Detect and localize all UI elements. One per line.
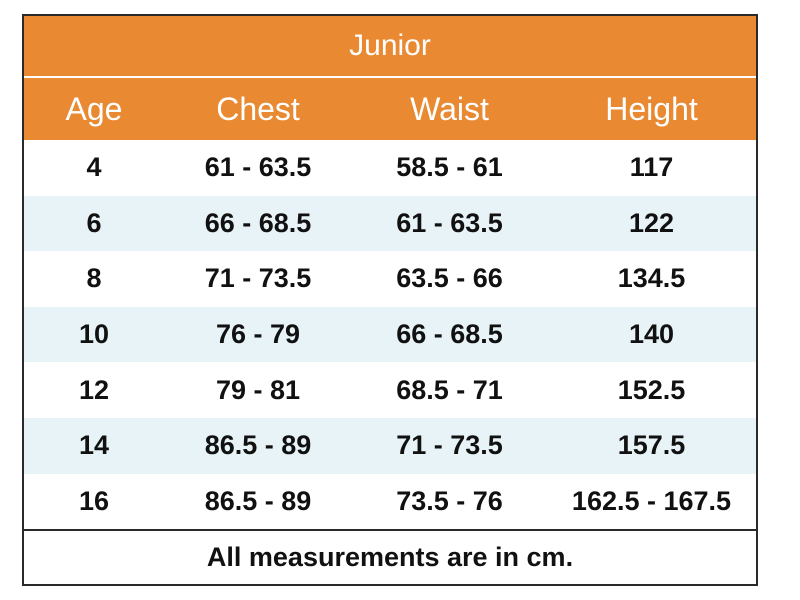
table-row: 14 86.5 - 89 71 - 73.5 157.5 [24,417,756,474]
cell-height: 134.5 [617,263,686,294]
cell-chest: 71 - 73.5 [204,263,312,294]
table-title: Junior [24,16,756,78]
table-row: 4 61 - 63.5 58.5 - 61 117 [24,140,756,196]
cell-chest: 61 - 63.5 [204,152,312,183]
cell-waist: 73.5 - 76 [396,485,503,516]
cell-height: 157.5 [617,430,686,461]
table-row: 10 76 - 79 66 - 68.5 140 [24,306,756,363]
cell-age: 12 [78,374,110,405]
cell-waist: 58.5 - 61 [396,152,503,183]
cell-waist: 68.5 - 71 [396,374,503,405]
cell-height: 140 [628,319,675,350]
cell-waist: 61 - 63.5 [396,207,503,238]
cell-chest: 66 - 68.5 [204,207,312,238]
cell-age: 16 [78,485,110,516]
header-age: Age [65,90,123,127]
cell-height: 117 [629,152,674,183]
table-row: 6 66 - 68.5 61 - 63.5 122 [24,195,756,252]
table-footnote: All measurements are in cm. [24,529,756,584]
cell-chest: 76 - 79 [215,319,301,350]
table-row: 16 86.5 - 89 73.5 - 76 162.5 - 167.5 [24,473,756,530]
table-row: 8 71 - 73.5 63.5 - 66 134.5 [24,251,756,307]
cell-age: 4 [86,152,102,183]
size-chart-table: Junior Age Chest Waist Height 4 61 - 63.… [22,14,758,586]
cell-age: 6 [86,207,102,238]
cell-chest: 86.5 - 89 [204,485,312,516]
table-header-row: Age Chest Waist Height [24,78,756,140]
cell-waist: 71 - 73.5 [396,430,503,461]
cell-waist: 66 - 68.5 [396,319,503,350]
cell-age: 10 [78,319,110,350]
cell-chest: 79 - 81 [215,374,301,405]
cell-chest: 86.5 - 89 [204,430,312,461]
cell-height: 122 [628,207,675,238]
table-row: 12 79 - 81 68.5 - 71 152.5 [24,362,756,418]
cell-waist: 63.5 - 66 [396,263,503,294]
cell-height: 162.5 - 167.5 [571,485,732,516]
cell-height: 152.5 [617,374,686,405]
cell-age: 14 [78,430,110,461]
header-height: Height [605,90,698,127]
header-waist: Waist [410,90,489,127]
header-chest: Chest [216,90,300,127]
cell-age: 8 [86,263,102,294]
